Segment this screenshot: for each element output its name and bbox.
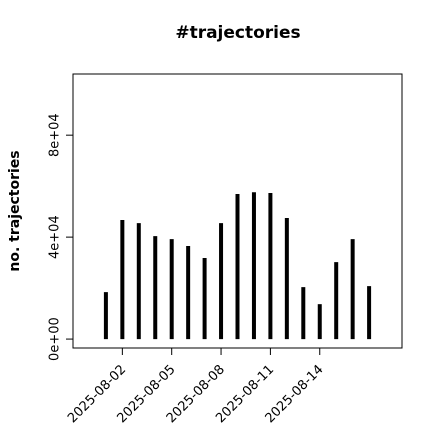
y-tick-label: 0e+00	[48, 317, 63, 361]
y-axis-label: no. trajectories	[7, 150, 23, 271]
y-tick-label: 4e+04	[48, 215, 63, 259]
plot-box	[72, 73, 403, 349]
y-tick-label: 8e+04	[48, 113, 63, 157]
chart-title: #trajectories	[175, 23, 300, 43]
